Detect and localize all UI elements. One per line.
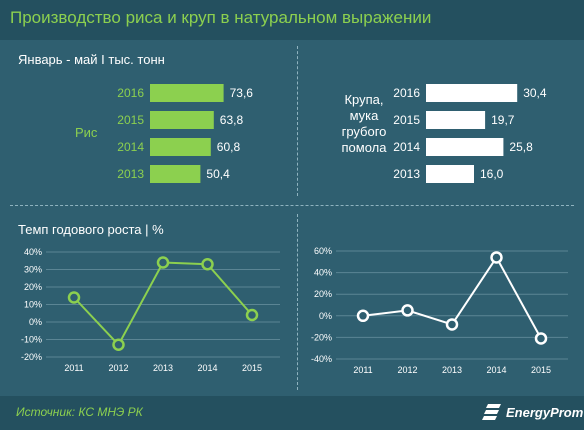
grain-label-line: помола [341, 140, 387, 155]
x-tick-label: 2012 [397, 365, 417, 375]
bar-category-label: 2013 [393, 167, 420, 181]
grain-label-line: Крупа, [344, 92, 384, 107]
x-tick-label: 2012 [108, 363, 128, 373]
y-tick-label: 40% [24, 247, 42, 257]
y-tick-label: 0% [29, 317, 42, 327]
brand-name: EnergyProm [506, 404, 584, 420]
x-tick-label: 2013 [153, 363, 173, 373]
bar-category-label: 2013 [117, 167, 144, 181]
growth-subtitle: Темп годового роста | % [18, 222, 164, 237]
grain-label-line: мука [349, 108, 379, 123]
data-point [156, 256, 170, 269]
bar-category-label: 2014 [117, 140, 144, 154]
y-tick-label: -40% [311, 354, 332, 364]
bar-value-label: 25,8 [509, 140, 533, 154]
data-point [112, 338, 125, 351]
y-tick-label: 30% [24, 265, 42, 275]
energyprom-logo-icon [482, 404, 501, 420]
divider-horizontal [10, 205, 574, 206]
source-note: Источник: КС МНЭ РК [16, 405, 143, 419]
bar-category-label: 2014 [393, 140, 420, 154]
bar-category-label: 2015 [117, 113, 144, 127]
y-tick-label: 60% [314, 246, 332, 256]
bar [426, 165, 474, 183]
x-tick-label: 2013 [442, 365, 462, 375]
y-tick-label: 0% [319, 311, 332, 321]
divider-top [297, 46, 298, 196]
production-subtitle: Январь - май I тыс. тонн [18, 52, 165, 67]
data-point [201, 258, 214, 271]
data-point [445, 318, 459, 331]
x-tick-label: 2014 [486, 365, 506, 375]
y-tick-label: -20% [311, 332, 332, 342]
x-tick-label: 2015 [531, 365, 551, 375]
data-point [67, 291, 81, 304]
x-tick-label: 2011 [64, 363, 83, 373]
data-point [245, 308, 259, 322]
x-tick-label: 2014 [197, 363, 217, 373]
grain-label-line: грубого [341, 124, 387, 139]
bar [150, 165, 201, 183]
y-tick-label: 20% [314, 289, 332, 299]
bar-value-label: 16,0 [480, 167, 504, 181]
bar [150, 138, 211, 156]
bar-value-label: 73,6 [230, 86, 254, 100]
header-band [0, 0, 584, 40]
bar-value-label: 50,4 [206, 167, 230, 181]
y-tick-label: 40% [314, 268, 332, 278]
divider-bottom [297, 214, 298, 390]
bar-value-label: 63,8 [220, 113, 244, 127]
x-tick-label: 2011 [353, 365, 372, 375]
y-tick-label: 20% [24, 282, 42, 292]
bar-value-label: 60,8 [217, 140, 241, 154]
brand: EnergyProm [482, 400, 583, 424]
bar-category-label: 2016 [393, 86, 420, 100]
bar-value-label: 19,7 [491, 113, 515, 127]
bar [150, 111, 214, 129]
series-line [73, 261, 253, 347]
bar [426, 84, 518, 102]
data-point [534, 332, 548, 345]
bar-value-label: 30,4 [523, 86, 547, 100]
bar [150, 84, 224, 102]
y-tick-label: -10% [21, 335, 42, 345]
data-point [401, 304, 414, 317]
y-tick-label: 10% [24, 300, 42, 310]
bar [426, 138, 504, 156]
bar-category-label: 2015 [393, 113, 420, 127]
data-point [490, 251, 503, 264]
grain-series-label: Крупа, мука грубого помола [322, 92, 406, 156]
bar [426, 111, 486, 129]
page-title: Производство риса и круп в натуральном в… [10, 8, 432, 27]
data-point [356, 309, 370, 323]
bar-category-label: 2016 [117, 86, 144, 100]
y-tick-label: -20% [21, 352, 42, 362]
x-tick-label: 2015 [242, 363, 262, 373]
rice-series-label: Рис [75, 125, 98, 140]
